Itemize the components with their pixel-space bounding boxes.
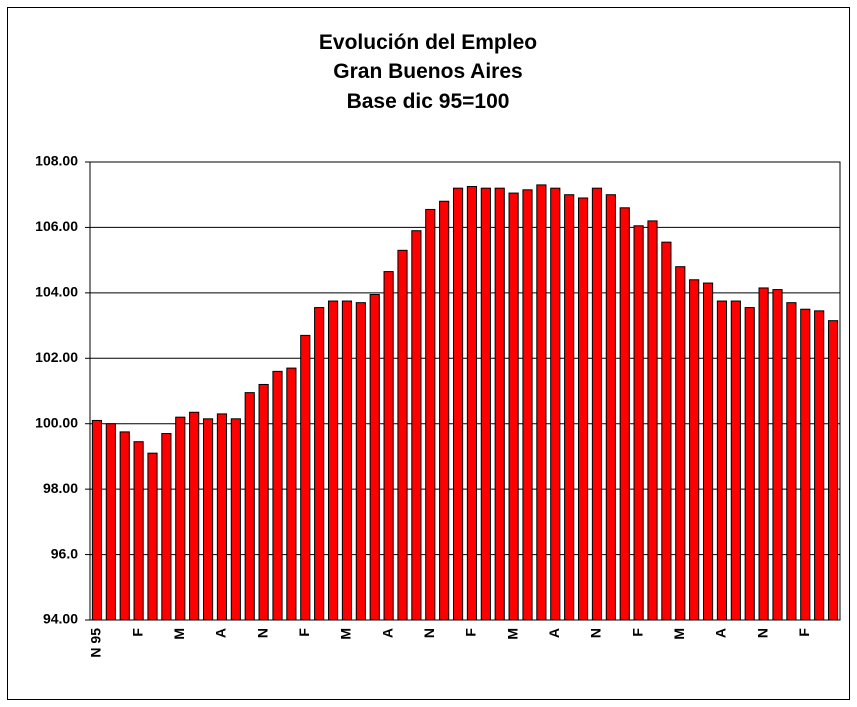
bar	[814, 310, 825, 621]
x-tick-label: A	[379, 628, 395, 638]
bar	[744, 307, 755, 621]
bar	[397, 249, 408, 621]
x-tick-label: N	[421, 628, 437, 638]
bar	[786, 302, 797, 621]
bar	[230, 418, 241, 621]
bar	[452, 187, 464, 621]
bar	[536, 184, 547, 621]
bar	[800, 308, 811, 621]
x-tick-label: F	[796, 628, 812, 637]
bar	[466, 186, 478, 621]
x-tick-label: F	[296, 628, 312, 637]
bar	[577, 197, 589, 621]
x-tick-label: M	[171, 628, 187, 640]
bar	[675, 266, 686, 621]
x-tick-label: M	[338, 628, 354, 640]
x-tick-label: M	[671, 628, 687, 640]
bar	[508, 192, 519, 621]
bar	[383, 271, 394, 621]
y-tick-label: 100.00	[35, 414, 78, 430]
bar	[119, 431, 130, 621]
x-tick-label: N	[254, 628, 270, 638]
bar	[730, 300, 741, 621]
y-tick-label: 104.00	[35, 284, 78, 300]
bar	[216, 413, 228, 621]
bar	[300, 334, 311, 621]
bar	[716, 300, 728, 621]
bar	[355, 302, 366, 621]
bar	[439, 200, 450, 621]
bar	[244, 392, 255, 621]
bar	[661, 241, 672, 621]
chart-title: Evolución del Empleo	[319, 31, 537, 54]
y-tick-label: 106.00	[35, 218, 78, 234]
x-tick-label: N 95	[88, 628, 104, 658]
bar	[369, 293, 380, 621]
bar	[327, 300, 339, 621]
bar	[564, 194, 575, 621]
x-tick-label: F	[463, 628, 479, 637]
x-tick-label: A	[213, 628, 229, 638]
bar	[314, 307, 325, 621]
bar	[425, 208, 436, 621]
bar	[480, 187, 491, 621]
x-tick-label: N	[754, 628, 770, 638]
bar	[550, 187, 561, 621]
bar	[758, 287, 769, 621]
bar	[189, 411, 200, 621]
bar	[91, 419, 103, 621]
bar	[175, 416, 186, 621]
plot-area	[89, 161, 841, 621]
bar	[827, 320, 839, 621]
bar	[591, 187, 603, 621]
y-tick-label: 94.00	[43, 611, 78, 627]
x-tick-label: F	[629, 628, 645, 637]
bar	[105, 423, 116, 621]
y-tick-label: 96.0	[51, 545, 78, 561]
bar	[647, 220, 658, 621]
x-tick-label: A	[546, 628, 562, 638]
chart-subtitle: Base dic 95=100	[347, 90, 510, 113]
bar	[161, 433, 172, 621]
y-tick-label: 98.00	[43, 480, 78, 496]
bar	[341, 300, 353, 621]
bar	[702, 282, 714, 621]
bar	[522, 189, 533, 621]
bar	[605, 194, 616, 621]
y-tick-label: 108.00	[35, 153, 78, 169]
x-tick-label: F	[129, 628, 145, 637]
x-tick-label: N	[588, 628, 604, 638]
bar	[133, 441, 144, 621]
bar	[147, 452, 158, 621]
bar	[689, 279, 700, 621]
bar	[258, 383, 269, 621]
bar	[619, 207, 630, 621]
bar	[772, 289, 783, 621]
bar	[411, 230, 422, 621]
chart-subtitle: Gran Buenos Aires	[333, 60, 522, 83]
x-tick-label: M	[504, 628, 520, 640]
bar	[633, 225, 644, 621]
bar	[494, 187, 505, 621]
bar	[272, 370, 283, 621]
y-tick-label: 102.00	[35, 349, 78, 365]
bar	[286, 367, 297, 621]
x-tick-label: A	[713, 628, 729, 638]
bar	[202, 418, 214, 621]
